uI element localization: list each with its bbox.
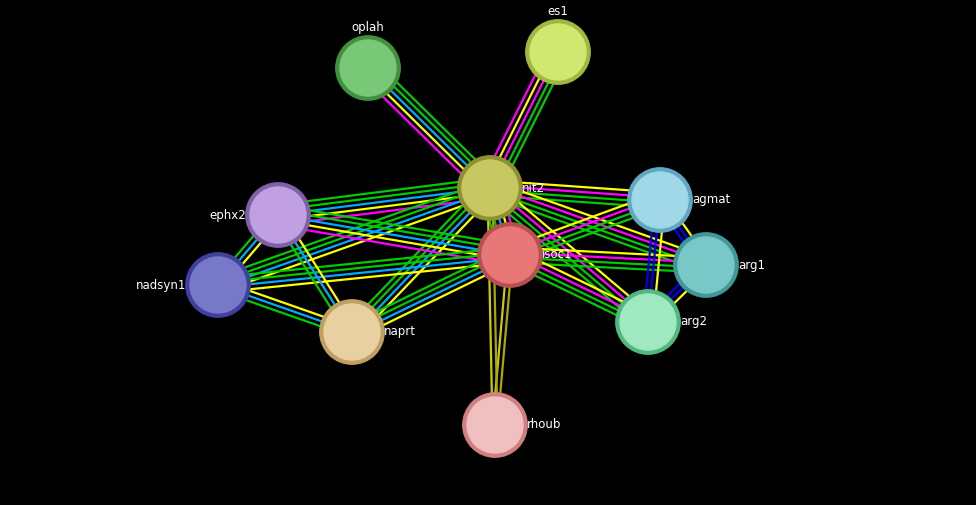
Circle shape (250, 187, 306, 243)
Text: es1: es1 (548, 5, 568, 18)
Circle shape (246, 183, 310, 247)
Text: naprt: naprt (384, 326, 416, 338)
Circle shape (678, 237, 734, 293)
Text: nadsyn1: nadsyn1 (136, 278, 186, 291)
Circle shape (324, 304, 380, 360)
Circle shape (463, 393, 527, 457)
Circle shape (478, 223, 543, 287)
Text: arg2: arg2 (680, 316, 707, 328)
Circle shape (632, 172, 688, 228)
Circle shape (482, 227, 538, 283)
Text: ephx2: ephx2 (209, 209, 246, 222)
Circle shape (616, 290, 680, 354)
Circle shape (185, 253, 250, 317)
Circle shape (628, 168, 692, 232)
Circle shape (336, 36, 400, 100)
Circle shape (673, 233, 738, 297)
Circle shape (526, 20, 590, 84)
Text: rhoub: rhoub (527, 419, 561, 431)
Circle shape (467, 397, 523, 453)
Circle shape (320, 300, 385, 364)
Text: arg1: arg1 (738, 259, 765, 272)
Circle shape (458, 156, 522, 220)
Text: isoc1: isoc1 (542, 248, 573, 262)
Circle shape (190, 257, 246, 313)
Circle shape (462, 160, 518, 216)
Circle shape (340, 40, 396, 96)
Circle shape (530, 24, 586, 80)
Circle shape (620, 294, 676, 350)
Text: oplah: oplah (351, 21, 385, 34)
Text: agmat: agmat (692, 193, 730, 207)
Text: nit2: nit2 (522, 181, 546, 194)
